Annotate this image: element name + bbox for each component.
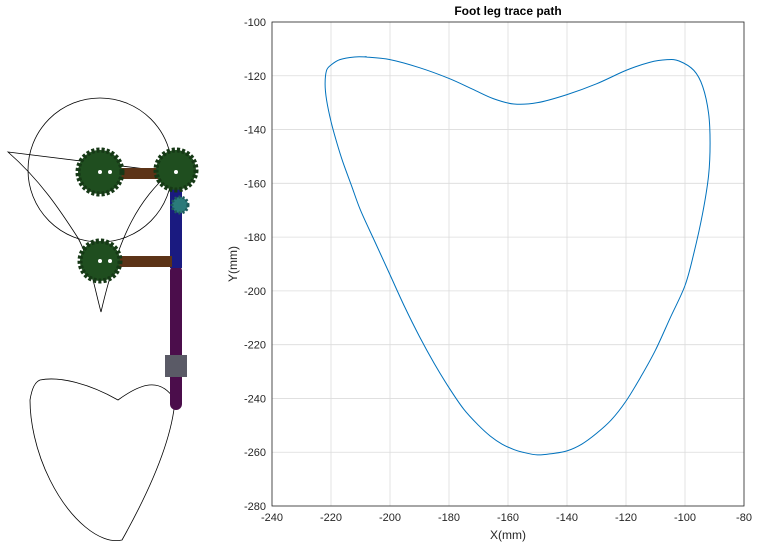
x-tick-label: -240: [261, 512, 283, 524]
x-tick-label: -100: [674, 512, 696, 524]
foot-trace-outline: [29, 378, 176, 542]
upper-leg-link: [170, 168, 182, 268]
x-tick-label: -140: [556, 512, 578, 524]
y-tick-label: -140: [244, 125, 266, 137]
y-tick-label: -240: [244, 393, 266, 405]
tick-labels: -240 -220 -200 -180 -160 -140 -120 -100 -80-280-…: [244, 17, 752, 524]
lower-crank: [100, 256, 172, 267]
chart-title: Foot leg trace path: [454, 4, 561, 18]
y-tick-label: -100: [244, 17, 266, 29]
y-tick-label: -200: [244, 286, 266, 298]
slider-block: [165, 355, 187, 377]
x-tick-label: -160: [497, 512, 519, 524]
lower-left-gear: [77, 238, 123, 284]
y-tick-label: -220: [244, 340, 266, 352]
upper-left-gear: [75, 147, 125, 197]
x-tick-label: -220: [320, 512, 342, 524]
y-tick-label: -280: [244, 501, 266, 513]
axes-frame: [271, 21, 745, 507]
x-tick-label: -180: [438, 512, 460, 524]
y-tick-label: -160: [244, 178, 266, 190]
x-tick-label: -80: [736, 512, 752, 524]
foot-trace-series: [324, 56, 711, 456]
coupler-triangle-trace: [6, 151, 171, 313]
x-tick-label: -200: [379, 512, 401, 524]
x-axis-title: X(mm): [490, 528, 526, 542]
upper-crank: [100, 168, 175, 179]
upper-right-gear: [153, 147, 199, 193]
y-axis-title: Y(mm): [226, 246, 240, 282]
x-tick-label: -120: [615, 512, 637, 524]
y-tick-label: -180: [244, 232, 266, 244]
small-gear: [170, 195, 190, 215]
y-tick-label: -260: [244, 447, 266, 459]
y-tick-label: -120: [244, 71, 266, 83]
